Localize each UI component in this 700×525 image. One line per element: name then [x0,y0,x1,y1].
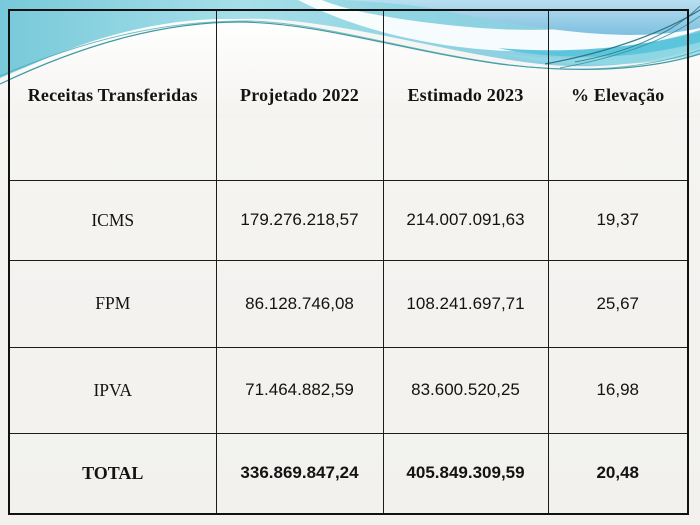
row-label-ipva: IPVA [8,346,217,434]
revenue-table: Receitas Transferidas Projetado 2022 Est… [8,9,689,515]
cell-fpm-elevacao: 25,67 [547,259,689,348]
cell-fpm-projetado: 86.128.746,08 [215,259,384,348]
table-row-fpm: FPM 86.128.746,08 108.241.697,71 25,67 [8,259,689,348]
cell-total-estimado: 405.849.309,59 [382,432,549,515]
col-header-receitas-transferidas: Receitas Transferidas [8,9,217,181]
row-label-total: TOTAL [8,432,217,515]
cell-total-projetado: 336.869.847,24 [215,432,384,515]
cell-ipva-projetado: 71.464.882,59 [215,346,384,434]
row-label-icms: ICMS [8,179,217,261]
cell-fpm-estimado: 108.241.697,71 [382,259,549,348]
col-header-projetado-2022: Projetado 2022 [215,9,384,181]
cell-total-elevacao: 20,48 [547,432,689,515]
table-row-ipva: IPVA 71.464.882,59 83.600.520,25 16,98 [8,346,689,434]
col-header-percent-elevacao: % Elevação [547,9,689,181]
header-row: Receitas Transferidas Projetado 2022 Est… [8,9,689,181]
cell-icms-estimado: 214.007.091,63 [382,179,549,261]
table-row-icms: ICMS 179.276.218,57 214.007.091,63 19,37 [8,179,689,261]
col-header-estimado-2023: Estimado 2023 [382,9,549,181]
cell-ipva-estimado: 83.600.520,25 [382,346,549,434]
cell-icms-elevacao: 19,37 [547,179,689,261]
cell-ipva-elevacao: 16,98 [547,346,689,434]
table-row-total: TOTAL 336.869.847,24 405.849.309,59 20,4… [8,432,689,515]
row-label-fpm: FPM [8,259,217,348]
cell-icms-projetado: 179.276.218,57 [215,179,384,261]
